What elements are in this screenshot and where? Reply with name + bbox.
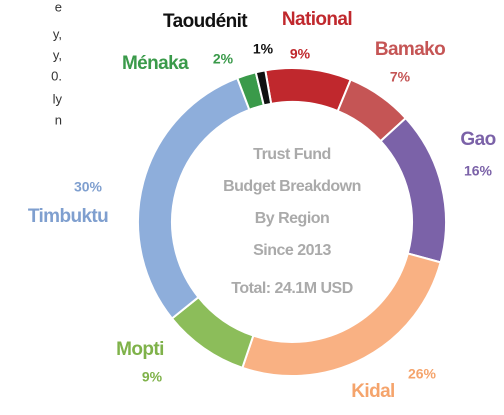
segment-label: Timbuktu <box>28 206 108 227</box>
center-text: Budget Breakdown <box>223 178 361 195</box>
center-text: Total: 24.1M USD <box>231 280 353 297</box>
segment-label: National <box>282 9 352 30</box>
segment-value-label: 30% <box>74 179 103 195</box>
side-text: 0. <box>51 68 62 83</box>
segment-value-label: 7% <box>390 69 411 85</box>
side-text: e <box>55 0 62 14</box>
donut-segment <box>264 67 352 113</box>
donut-segment <box>241 252 442 377</box>
donut-segment <box>254 69 273 107</box>
side-text: n <box>55 112 62 127</box>
segment-value-label: 9% <box>290 46 311 62</box>
segment-label: Gao <box>460 129 495 150</box>
segment-label: Kidal <box>351 381 394 402</box>
center-text: Trust Fund <box>253 146 331 163</box>
center-text: By Region <box>255 210 330 227</box>
segment-label: Taoudénit <box>163 11 248 32</box>
segment-label: Mopti <box>116 339 164 360</box>
side-text: ly <box>53 91 63 106</box>
side-text: y, <box>53 26 62 41</box>
center-text: Since 2013 <box>253 242 331 259</box>
segment-value-label: 16% <box>464 163 493 179</box>
segment-value-label: 9% <box>142 369 163 385</box>
segment-value-label: 1% <box>253 41 274 57</box>
segment-value-label: 2% <box>213 51 234 67</box>
segment-label: Ménaka <box>122 53 189 74</box>
side-text: y, <box>53 47 62 62</box>
segment-value-label: 26% <box>408 366 437 382</box>
donut-segment <box>379 116 447 264</box>
segment-label: Bamako <box>375 39 445 60</box>
